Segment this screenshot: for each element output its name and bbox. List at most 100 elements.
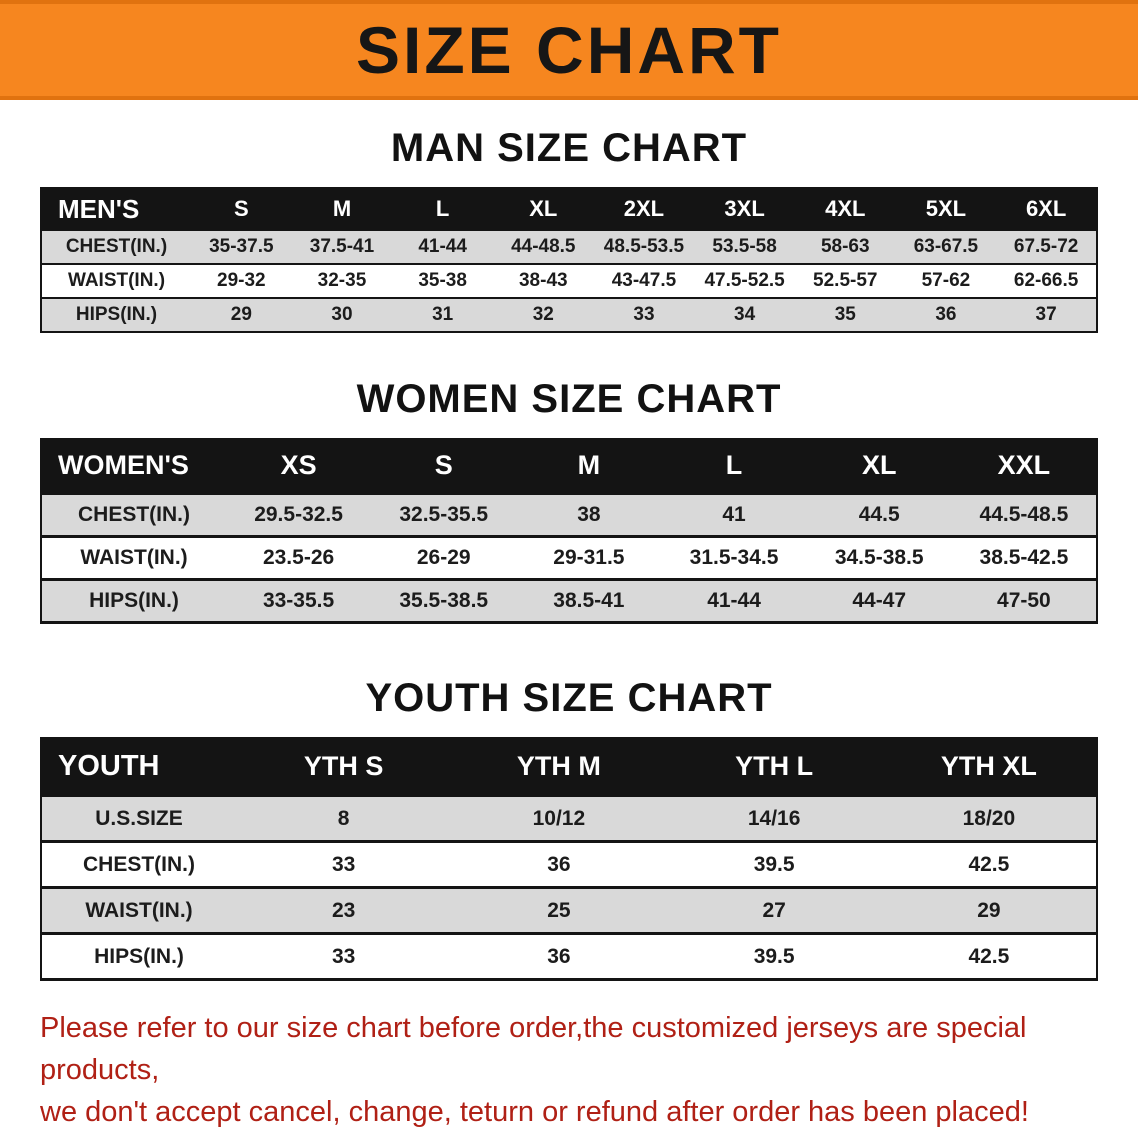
size-header-cell: 3XL xyxy=(694,188,795,230)
value-cell: 58-63 xyxy=(794,229,896,265)
value-cell: 34.5-38.5 xyxy=(806,534,952,581)
size-header-cell: YTH L xyxy=(666,737,882,796)
value-cell: 48.5-53.5 xyxy=(593,229,695,265)
value-cell: 29-31.5 xyxy=(516,534,662,581)
value-cell: 37.5-41 xyxy=(291,229,393,265)
value-cell: 44-48.5 xyxy=(492,229,594,265)
value-cell: 29 xyxy=(881,886,1097,935)
value-cell: 23.5-26 xyxy=(226,534,372,581)
men-size-table: MEN'S S M L XL 2XL 3XL 4XL 5XL 6XL CHEST(IN.) 35-37… xyxy=(40,187,1098,333)
value-cell: 38 xyxy=(516,491,662,538)
value-cell: 26-29 xyxy=(371,534,517,581)
value-cell: 44-47 xyxy=(806,577,952,624)
value-cell: 31.5-34.5 xyxy=(661,534,807,581)
row-label-cell: CHEST(IN.) xyxy=(41,229,191,265)
men-section-heading: MAN SIZE CHART xyxy=(390,126,748,170)
value-cell: 44.5 xyxy=(806,491,952,538)
table-header-row: MEN'S S M L XL 2XL 3XL 4XL 5XL 6XL xyxy=(41,188,1097,230)
value-cell: 47.5-52.5 xyxy=(694,263,795,299)
table-row: CHEST(IN.) 35-37.5 37.5-41 41-44 44-48.5 48.5… xyxy=(41,229,1097,265)
row-label-cell: CHEST(IN.) xyxy=(41,840,236,889)
value-cell: 41-44 xyxy=(661,577,807,624)
youth-size-table: YOUTH YTH S YTH M YTH L YTH XL U.S.SIZE 8 10/12… xyxy=(40,736,1098,981)
size-header-cell: M xyxy=(516,439,662,493)
women-size-table: WOMEN'S XS S M L XL XXL CHEST(IN.) 29.5-32.5 32.5… xyxy=(40,438,1098,624)
page-title: SIZE CHART xyxy=(356,13,782,87)
youth-section-heading: YOUTH SIZE CHART xyxy=(365,675,773,720)
value-cell: 29-32 xyxy=(191,263,292,299)
value-cell: 8 xyxy=(236,794,452,843)
value-cell: 33 xyxy=(236,840,452,889)
value-cell: 35-38 xyxy=(392,263,493,299)
size-header-cell: L xyxy=(661,439,807,493)
size-header-cell: YTH S xyxy=(236,737,452,796)
order-policy-note: Please refer to our size chart before or… xyxy=(40,1007,1100,1132)
row-label-cell: U.S.SIZE xyxy=(41,794,236,843)
value-cell: 33-35.5 xyxy=(226,577,372,624)
size-header-cell: L xyxy=(392,188,493,230)
table-title-cell: WOMEN'S xyxy=(41,439,226,493)
table-title-cell: MEN'S xyxy=(41,188,191,230)
women-section-heading: WOMEN SIZE CHART xyxy=(356,377,782,421)
value-cell: 14/16 xyxy=(666,794,882,843)
value-cell: 44.5-48.5 xyxy=(951,491,1097,538)
value-cell: 38-43 xyxy=(492,263,594,299)
value-cell: 42.5 xyxy=(881,840,1097,889)
size-header-cell: YTH XL xyxy=(881,737,1097,796)
table-row: U.S.SIZE 8 10/12 14/16 18/20 xyxy=(41,794,1097,843)
table-row: HIPS(IN.) 33 36 39.5 42.5 xyxy=(41,932,1097,981)
value-cell: 57-62 xyxy=(895,263,997,299)
value-cell: 47-50 xyxy=(951,577,1097,624)
value-cell: 35 xyxy=(794,297,896,333)
order-policy-line-2: we don't accept cancel, change, teturn o… xyxy=(40,1096,1029,1129)
size-header-cell: XXL xyxy=(951,439,1097,493)
value-cell: 10/12 xyxy=(451,794,667,843)
row-label-cell: HIPS(IN.) xyxy=(41,297,191,333)
value-cell: 29 xyxy=(191,297,292,333)
size-header-cell: YTH M xyxy=(451,737,667,796)
table-row: HIPS(IN.) 33-35.5 35.5-38.5 38.5-41 41-44 44-… xyxy=(41,577,1097,624)
value-cell: 18/20 xyxy=(881,794,1097,843)
value-cell: 23 xyxy=(236,886,452,935)
table-row: CHEST(IN.) 29.5-32.5 32.5-35.5 38 41 44.5 44.5… xyxy=(41,491,1097,538)
row-label-cell: HIPS(IN.) xyxy=(41,932,236,981)
value-cell: 36 xyxy=(451,840,667,889)
value-cell: 41-44 xyxy=(392,229,493,265)
size-header-cell: 6XL xyxy=(996,188,1097,230)
size-header-cell: XS xyxy=(226,439,372,493)
size-header-cell: XL xyxy=(492,188,594,230)
size-header-cell: XL xyxy=(806,439,952,493)
size-header-cell: 4XL xyxy=(794,188,896,230)
size-header-cell: M xyxy=(291,188,393,230)
title-banner: SIZE CHART xyxy=(0,0,1138,100)
row-label-cell: WAIST(IN.) xyxy=(41,534,226,581)
value-cell: 42.5 xyxy=(881,932,1097,981)
value-cell: 53.5-58 xyxy=(694,229,795,265)
order-policy-line-1: Please refer to our size chart before or… xyxy=(40,1012,1027,1087)
table-title-cell: YOUTH xyxy=(41,737,236,796)
value-cell: 38.5-41 xyxy=(516,577,662,624)
value-cell: 39.5 xyxy=(666,840,882,889)
table-row: WAIST(IN.) 23.5-26 26-29 29-31.5 31.5-34.5 34… xyxy=(41,534,1097,581)
value-cell: 35-37.5 xyxy=(191,229,292,265)
value-cell: 37 xyxy=(996,297,1097,333)
row-label-cell: WAIST(IN.) xyxy=(41,263,191,299)
value-cell: 39.5 xyxy=(666,932,882,981)
value-cell: 63-67.5 xyxy=(895,229,997,265)
table-row: CHEST(IN.) 33 36 39.5 42.5 xyxy=(41,840,1097,889)
size-header-cell: S xyxy=(371,439,517,493)
value-cell: 52.5-57 xyxy=(794,263,896,299)
value-cell: 33 xyxy=(236,932,452,981)
value-cell: 31 xyxy=(392,297,493,333)
value-cell: 27 xyxy=(666,886,882,935)
size-header-cell: 5XL xyxy=(895,188,997,230)
size-header-cell: S xyxy=(191,188,292,230)
value-cell: 38.5-42.5 xyxy=(951,534,1097,581)
value-cell: 32 xyxy=(492,297,594,333)
table-row: HIPS(IN.) 29 30 31 32 33 34 35 36 37 xyxy=(41,297,1097,333)
value-cell: 29.5-32.5 xyxy=(226,491,372,538)
value-cell: 32.5-35.5 xyxy=(371,491,517,538)
row-label-cell: WAIST(IN.) xyxy=(41,886,236,935)
table-row: WAIST(IN.) 29-32 32-35 35-38 38-43 43-47.5 47.… xyxy=(41,263,1097,299)
value-cell: 25 xyxy=(451,886,667,935)
